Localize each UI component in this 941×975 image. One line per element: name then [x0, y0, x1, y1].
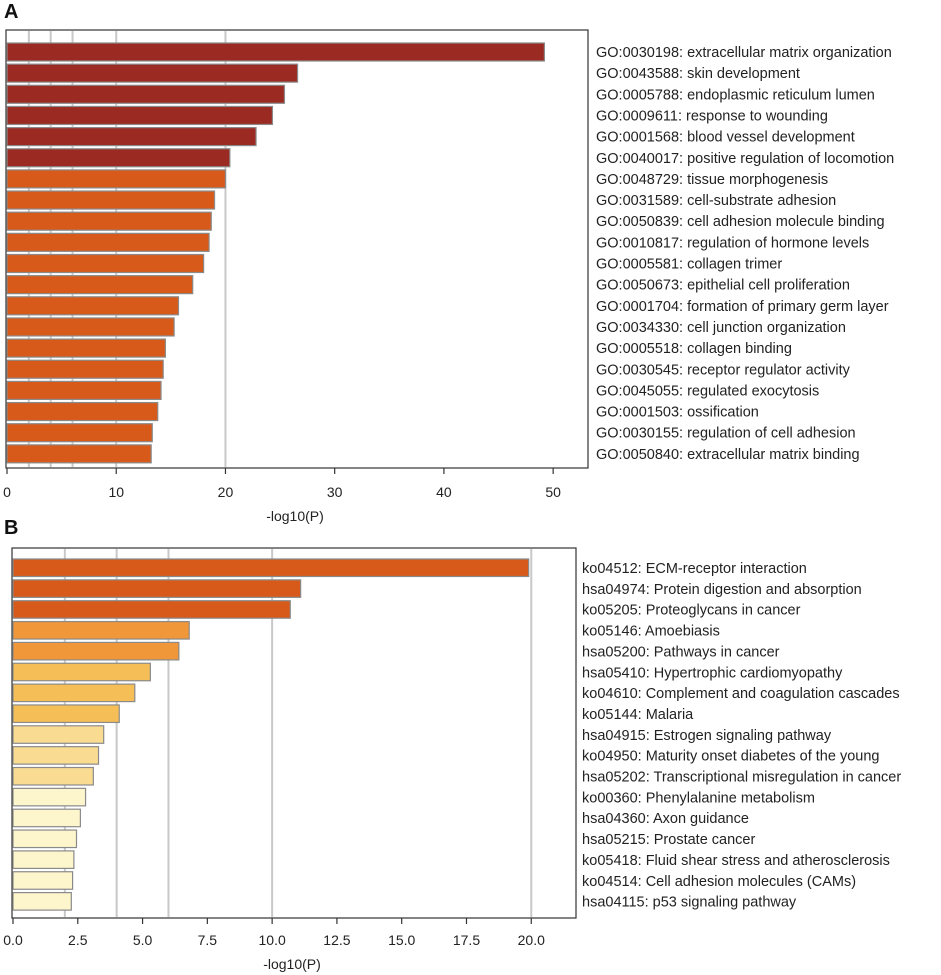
xtick-label-b-1: 2.5 [68, 932, 88, 948]
category-label-b-16: hsa04115: p53 signaling pathway [582, 895, 797, 911]
bar-b-8 [12, 725, 105, 744]
category-label-a-17: GO:0001503: ossification [596, 405, 759, 421]
bar-b-5 [12, 662, 151, 682]
bar-b-9 [12, 746, 100, 765]
bar-b-1 [12, 579, 302, 598]
bar-b-13 [12, 829, 78, 849]
category-label-a-19: GO:0050840: extracellular matrix binding [596, 447, 860, 463]
bar-b-6 [12, 683, 136, 703]
category-label-a-1: GO:0043588: skin development [596, 66, 800, 82]
bar-a-0 [6, 42, 546, 62]
bar-a-16 [6, 380, 162, 400]
category-label-b-8: hsa04915: Estrogen signaling pathway [582, 728, 832, 744]
bar-a-19 [6, 444, 152, 464]
category-label-a-15: GO:0030545: receptor regulator activity [596, 362, 851, 378]
category-label-a-2: GO:0005788: endoplasmic reticulum lumen [596, 87, 875, 103]
category-label-b-14: ko05418: Fluid shear stress and atherosc… [582, 853, 890, 869]
bar-a-18 [6, 423, 153, 443]
xtick-label-b-2: 5.0 [133, 932, 153, 948]
bar-a-17 [6, 401, 159, 422]
bar-a-15 [6, 359, 164, 379]
category-label-a-6: GO:0048729: tissue morphogenesis [596, 172, 828, 188]
bar-a-9 [6, 232, 210, 252]
category-label-a-14: GO:0005518: collagen binding [596, 341, 792, 357]
bar-b-7 [12, 704, 120, 724]
category-label-b-15: ko04514: Cell adhesion molecules (CAMs) [582, 874, 856, 890]
bar-a-10 [6, 253, 205, 274]
bar-a-1 [6, 63, 299, 83]
xtick-label-a-4: 40 [436, 484, 452, 500]
chart-a: GO:0030198: extracellular matrix organiz… [3, 29, 894, 524]
bar-a-2 [6, 84, 286, 104]
xtick-label-b-5: 12.5 [323, 932, 350, 948]
category-label-a-0: GO:0030198: extracellular matrix organiz… [596, 45, 892, 61]
bar-b-0 [12, 558, 530, 578]
category-label-b-11: ko00360: Phenylalanine metabolism [582, 790, 815, 806]
category-label-a-4: GO:0001568: blood vessel development [596, 130, 855, 146]
bar-a-6 [6, 169, 227, 189]
xtick-label-b-6: 15.0 [388, 932, 415, 948]
xtick-label-b-7: 17.5 [453, 932, 480, 948]
bar-b-12 [12, 808, 81, 828]
category-label-b-0: ko04512: ECM-receptor interaction [582, 561, 807, 577]
chart-b: ko04512: ECM-receptor interaction hsa0497… [3, 547, 901, 972]
bar-a-13 [6, 317, 175, 337]
category-label-a-16: GO:0045055: regulated exocytosis [596, 383, 819, 399]
bar-a-11 [6, 275, 194, 295]
xtick-label-b-8: 20.0 [518, 932, 545, 948]
plot-frame-a [5, 29, 589, 469]
x-axis-title-a: -log10(P) [266, 508, 324, 524]
bar-b-4 [12, 641, 180, 661]
category-label-b-12: hsa04360: Axon guidance [582, 811, 749, 827]
bar-a-3 [6, 105, 274, 126]
bar-a-5 [6, 148, 231, 168]
category-label-a-5: GO:0040017: positive regulation of locom… [596, 151, 894, 167]
xtick-label-a-3: 30 [327, 484, 343, 500]
bar-b-3 [12, 620, 190, 640]
category-label-b-5: hsa05410: Hypertrophic cardiomyopathy [582, 665, 843, 681]
category-label-a-8: GO:0050839: cell adhesion molecule bindi… [596, 214, 885, 230]
panel-b-label: B [4, 517, 18, 539]
panel-a-label: A [4, 1, 18, 23]
category-label-b-7: ko05144: Malaria [582, 707, 694, 723]
xtick-label-b-3: 7.5 [198, 932, 218, 948]
category-label-a-9: GO:0010817: regulation of hormone levels [596, 235, 869, 251]
category-label-b-3: ko05146: Amoebiasis [582, 624, 720, 640]
bar-a-12 [6, 296, 180, 316]
bar-a-7 [6, 190, 216, 210]
category-label-a-10: GO:0005581: collagen trimer [596, 257, 782, 273]
bar-b-2 [12, 600, 291, 619]
category-label-a-12: GO:0001704: formation of primary germ la… [596, 299, 889, 315]
category-label-a-3: GO:0009611: response to wounding [596, 108, 828, 124]
category-label-b-4: hsa05200: Pathways in cancer [582, 644, 780, 660]
xtick-label-b-4: 10.0 [259, 932, 286, 948]
bar-b-16 [12, 891, 72, 911]
x-axis-title-b: -log10(P) [263, 956, 321, 972]
xtick-label-a-1: 10 [108, 484, 124, 500]
category-label-a-11: GO:0050673: epithelial cell proliferatio… [596, 278, 850, 294]
xtick-label-a-0: 0 [3, 484, 11, 500]
bar-a-4 [6, 126, 257, 147]
xtick-label-a-5: 50 [545, 484, 561, 500]
bar-b-15 [12, 871, 74, 890]
xtick-label-a-2: 20 [218, 484, 234, 500]
category-label-b-9: ko04950: Maturity onset diabetes of the … [582, 749, 879, 765]
category-label-a-7: GO:0031589: cell-substrate adhesion [596, 193, 836, 209]
category-label-b-10: hsa05202: Transcriptional misregulation … [582, 770, 901, 786]
bar-b-11 [12, 787, 87, 807]
category-label-b-1: hsa04974: Protein digestion and absorpti… [582, 582, 862, 598]
category-label-b-2: ko05205: Proteoglycans in cancer [582, 603, 801, 619]
bar-a-8 [6, 211, 212, 231]
category-label-a-13: GO:0034330: cell junction organization [596, 320, 846, 336]
bar-b-10 [12, 766, 94, 786]
category-label-b-6: ko04610: Complement and coagulation casc… [582, 686, 900, 702]
category-label-b-13: hsa05215: Prostate cancer [582, 832, 755, 848]
plot-frame-b [11, 547, 577, 919]
xtick-label-b-0: 0.0 [3, 932, 23, 948]
category-label-a-18: GO:0030155: regulation of cell adhesion [596, 426, 856, 442]
bar-b-14 [12, 850, 75, 870]
bar-a-14 [6, 338, 166, 358]
